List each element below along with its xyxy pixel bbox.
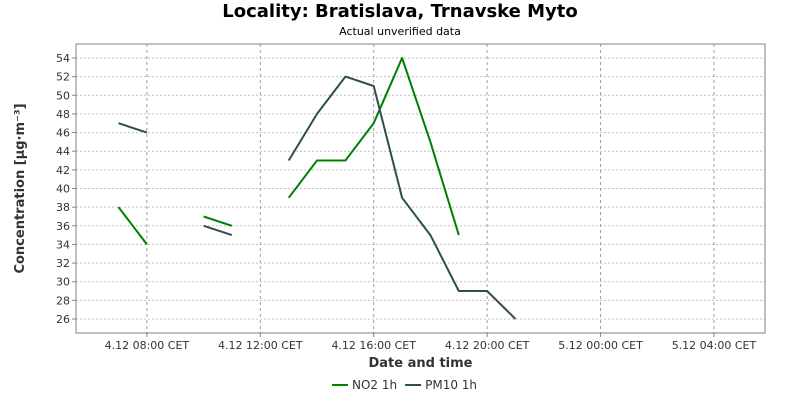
y-tick-label: 42: [56, 164, 70, 177]
y-tick-label: 30: [56, 276, 70, 289]
series-line-pm10-1h: [203, 224, 233, 237]
y-tick-label: 50: [56, 89, 70, 102]
y-tick-label: 32: [56, 257, 70, 270]
series-line-no2-1h: [117, 206, 148, 246]
series-line-pm10-1h: [118, 122, 148, 134]
y-tick-label: 40: [56, 183, 70, 196]
legend-label-pm10-1h: PM10 1h: [425, 378, 477, 392]
plot-border: [75, 43, 766, 334]
y-tick-label: 34: [56, 238, 70, 251]
y-tick-label: 54: [56, 52, 70, 65]
y-tick-label: 38: [56, 201, 70, 214]
chart-subtitle: Actual unverified data: [339, 25, 461, 38]
x-axis-title: Date and time: [368, 356, 472, 371]
x-tick-label: 4.12 20:00 CET: [445, 339, 530, 352]
series-line-no2-1h: [203, 215, 233, 227]
y-tick-label: 36: [56, 220, 70, 233]
legend-label-no2-1h: NO2 1h: [352, 378, 397, 392]
x-tick-label: 5.12 00:00 CET: [558, 339, 643, 352]
x-tick-label: 4.12 08:00 CET: [105, 339, 190, 352]
x-tick-label: 4.12 12:00 CET: [218, 339, 303, 352]
series-line-no2-1h: [287, 57, 460, 236]
y-tick-label: 26: [56, 313, 70, 326]
y-tick-label: 28: [56, 294, 70, 307]
series-line-pm10-1h: [287, 75, 517, 320]
y-tick-label: 48: [56, 108, 70, 121]
y-tick-label: 44: [56, 145, 70, 158]
x-tick-label: 5.12 04:00 CET: [672, 339, 757, 352]
y-tick-label: 52: [56, 71, 70, 84]
chart-title: Locality: Bratislava, Trnavske Myto: [222, 1, 578, 22]
y-tick-label: 46: [56, 127, 70, 140]
x-tick-label: 4.12 16:00 CET: [331, 339, 416, 352]
y-axis-title: Concentration [µg·m⁻³]: [13, 103, 28, 273]
